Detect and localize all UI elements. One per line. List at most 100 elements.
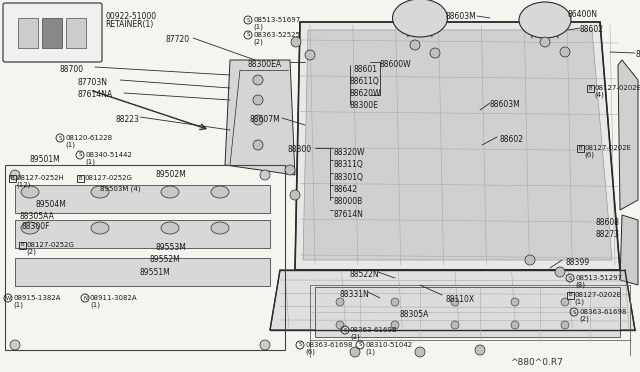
Text: B: B xyxy=(10,176,14,180)
Text: N: N xyxy=(83,295,87,301)
Text: 88305A: 88305A xyxy=(400,310,429,319)
Text: RETAINER(1): RETAINER(1) xyxy=(105,20,153,29)
Text: 88399: 88399 xyxy=(565,258,589,267)
Bar xyxy=(15,220,270,248)
Text: 08911-3082A: 08911-3082A xyxy=(90,295,138,301)
Circle shape xyxy=(451,298,459,306)
Bar xyxy=(8,174,15,182)
Circle shape xyxy=(253,140,263,150)
Circle shape xyxy=(336,321,344,329)
Bar xyxy=(15,258,270,286)
Circle shape xyxy=(451,321,459,329)
Circle shape xyxy=(291,37,301,47)
Text: 88000B: 88000B xyxy=(333,197,362,206)
Text: 87720: 87720 xyxy=(165,35,189,44)
Text: B: B xyxy=(578,145,582,151)
Polygon shape xyxy=(303,30,612,260)
Text: S: S xyxy=(78,153,82,157)
Text: 87614N: 87614N xyxy=(333,210,363,219)
Text: 88603M: 88603M xyxy=(445,12,476,21)
Text: (2): (2) xyxy=(253,39,263,45)
Text: 88311Q: 88311Q xyxy=(333,160,363,169)
Polygon shape xyxy=(295,22,620,270)
Bar xyxy=(19,241,26,248)
Text: (1): (1) xyxy=(65,142,75,148)
Text: 08310-51042: 08310-51042 xyxy=(365,342,412,348)
Text: ^880^0.R7: ^880^0.R7 xyxy=(510,358,563,367)
Text: 89501M: 89501M xyxy=(30,155,61,164)
Circle shape xyxy=(410,40,420,50)
Text: 88608: 88608 xyxy=(595,218,619,227)
Text: B: B xyxy=(20,243,24,247)
Text: (2): (2) xyxy=(26,249,36,255)
Text: 87703N: 87703N xyxy=(78,78,108,87)
FancyBboxPatch shape xyxy=(3,3,102,62)
Text: 08127-0202E: 08127-0202E xyxy=(575,292,621,298)
Circle shape xyxy=(415,347,425,357)
Text: (8): (8) xyxy=(575,282,585,288)
Text: 88273: 88273 xyxy=(595,230,619,239)
Circle shape xyxy=(560,47,570,57)
Text: S: S xyxy=(358,343,362,347)
Text: 88110X: 88110X xyxy=(445,295,474,304)
Text: 88300: 88300 xyxy=(288,145,312,154)
Bar xyxy=(586,84,593,92)
Text: S: S xyxy=(568,276,572,280)
Circle shape xyxy=(10,340,20,350)
Text: (6): (6) xyxy=(305,349,315,355)
Text: 88320W: 88320W xyxy=(333,148,365,157)
Text: 88602: 88602 xyxy=(500,135,524,144)
Text: S: S xyxy=(298,343,301,347)
Circle shape xyxy=(430,48,440,58)
Circle shape xyxy=(540,37,550,47)
Text: 88305AA: 88305AA xyxy=(20,212,55,221)
Text: 08127-0252H: 08127-0252H xyxy=(17,175,64,181)
Bar xyxy=(577,144,584,151)
Circle shape xyxy=(253,95,263,105)
Text: 88522N: 88522N xyxy=(350,270,380,279)
Text: 88331N: 88331N xyxy=(340,290,370,299)
Text: 89502M: 89502M xyxy=(155,170,186,179)
Text: 89553M: 89553M xyxy=(155,243,186,252)
Bar xyxy=(566,292,573,298)
Text: 08363-6169B: 08363-6169B xyxy=(350,327,397,333)
Text: 88603M: 88603M xyxy=(490,100,521,109)
Ellipse shape xyxy=(519,2,571,38)
Polygon shape xyxy=(270,270,635,330)
Text: S: S xyxy=(572,310,576,314)
Text: 88602: 88602 xyxy=(580,25,604,34)
Text: 88611Q: 88611Q xyxy=(350,77,380,86)
Text: B: B xyxy=(588,86,592,90)
Text: B: B xyxy=(78,176,82,180)
Text: (12): (12) xyxy=(17,182,31,188)
Text: (2): (2) xyxy=(350,334,360,340)
Text: (1): (1) xyxy=(575,299,584,305)
Circle shape xyxy=(391,298,399,306)
Text: (6): (6) xyxy=(584,152,595,158)
Ellipse shape xyxy=(21,186,39,198)
Text: 89552M: 89552M xyxy=(150,255,180,264)
Text: 88300E: 88300E xyxy=(350,101,379,110)
Text: 89504M: 89504M xyxy=(35,200,66,209)
Ellipse shape xyxy=(91,222,109,234)
Circle shape xyxy=(525,255,535,265)
Text: 89503M (4): 89503M (4) xyxy=(100,185,141,192)
Text: 88620W: 88620W xyxy=(350,89,381,98)
Bar xyxy=(66,18,86,48)
Text: (1): (1) xyxy=(365,349,375,355)
Circle shape xyxy=(350,347,360,357)
Text: 88300F: 88300F xyxy=(22,222,51,231)
Circle shape xyxy=(561,321,569,329)
Text: S: S xyxy=(343,327,347,333)
Circle shape xyxy=(253,115,263,125)
Circle shape xyxy=(285,165,295,175)
Circle shape xyxy=(561,298,569,306)
Text: 00922-51000: 00922-51000 xyxy=(105,12,156,21)
Circle shape xyxy=(511,298,519,306)
Circle shape xyxy=(391,321,399,329)
Text: S: S xyxy=(58,135,61,141)
Circle shape xyxy=(290,190,300,200)
Bar xyxy=(77,174,83,182)
Text: 08513-51297: 08513-51297 xyxy=(575,275,622,281)
Text: 08120-61228: 08120-61228 xyxy=(65,135,112,141)
